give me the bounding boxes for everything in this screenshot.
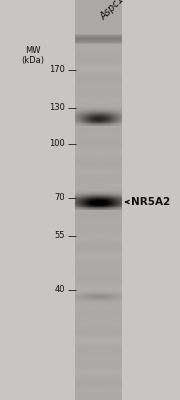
Text: 55: 55 bbox=[54, 232, 65, 240]
Text: 170: 170 bbox=[49, 66, 65, 74]
Text: Aspc1: Aspc1 bbox=[98, 0, 126, 22]
Text: 40: 40 bbox=[54, 286, 65, 294]
Text: 130: 130 bbox=[49, 104, 65, 112]
Text: 70: 70 bbox=[54, 194, 65, 202]
Text: NR5A2: NR5A2 bbox=[131, 197, 171, 207]
Text: 100: 100 bbox=[49, 140, 65, 148]
Text: MW
(kDa): MW (kDa) bbox=[21, 46, 44, 65]
